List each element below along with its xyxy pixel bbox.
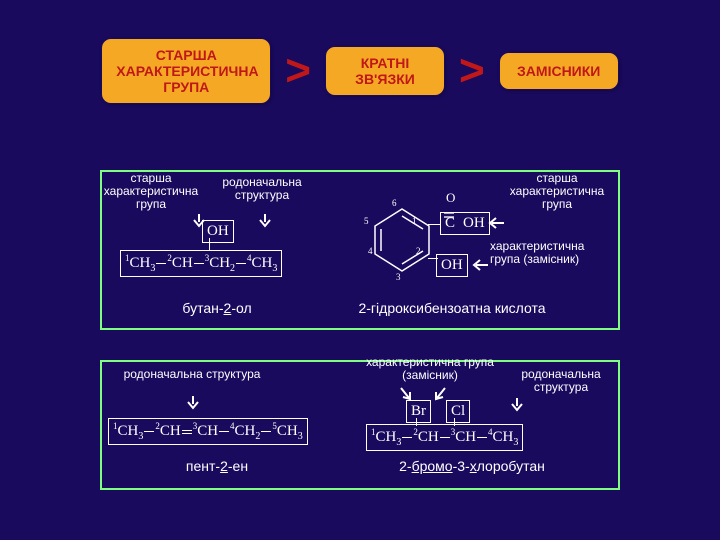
ring-num: 1: [412, 216, 417, 226]
caption-bromochloro: 2-бромо-3-хлоробутан: [332, 458, 612, 474]
label-senior-right: старша характеристична група: [502, 172, 612, 212]
ring-num: 5: [364, 216, 369, 226]
ring-num: 3: [396, 272, 401, 282]
butanol-chain: 1CH32CH3CH24CH3: [120, 250, 282, 277]
bond-vertical: [209, 238, 210, 250]
cooh-c: COH: [440, 212, 490, 235]
pill-multiple-bonds: КРАТНІ ЗВ'ЯЗКИ: [325, 46, 445, 96]
caption-hydroxybenzoic: 2-гідроксибензоатна кислота: [312, 300, 592, 316]
ring-oh: OH: [436, 254, 468, 277]
arrow-down-icon: [186, 396, 200, 410]
label-sub-mid: характеристична група (замісник): [360, 356, 500, 382]
gt-icon: >: [285, 49, 311, 93]
pentene-chain: 1CH32CH3CH4CH25CH3: [108, 418, 308, 445]
priority-row: СТАРША ХАРАКТЕРИСТИЧНА ГРУПА > КРАТНІ ЗВ…: [0, 38, 720, 104]
arrow-down-icon: [258, 214, 272, 228]
arrow-left-icon: [488, 216, 504, 230]
cooh-o: O: [446, 190, 455, 206]
ring-num: 4: [368, 246, 373, 256]
gt-icon: >: [459, 49, 485, 93]
label-parent-left2: родоначальна структура: [112, 368, 272, 381]
pill-substituents: ЗАМІСНИКИ: [499, 52, 619, 90]
arrow-left-icon: [472, 258, 488, 272]
panel-examples-1: старша характеристична група родоначальн…: [100, 170, 620, 330]
label-parent-left: родоначальна структура: [212, 176, 312, 202]
bond: [428, 258, 438, 259]
arrow-down-icon: [510, 398, 524, 412]
label-parent-right2: родоначальна структура: [506, 368, 616, 394]
ring-num: 6: [392, 198, 397, 208]
pill-senior-group: СТАРША ХАРАКТЕРИСТИЧНА ГРУПА: [101, 38, 271, 104]
label-senior-left: старша характеристична група: [96, 172, 206, 212]
bond: [428, 224, 440, 225]
cl-group: Cl: [446, 400, 470, 423]
label-sub-right: характеристична група (замісник): [490, 240, 610, 266]
caption-butanol: бутан-2-ол: [102, 300, 332, 316]
panel-examples-2: родоначальна структура 1CH32CH3CH4CH25CH…: [100, 360, 620, 490]
oh-group: OH: [202, 220, 234, 243]
ring-num: 2: [416, 246, 421, 256]
br-group: Br: [406, 400, 431, 423]
bromochloro-chain: 1CH32CH3CH4CH3: [366, 424, 523, 451]
benzene-ring: [372, 206, 432, 274]
caption-pentene: пент-2-ен: [102, 458, 332, 474]
